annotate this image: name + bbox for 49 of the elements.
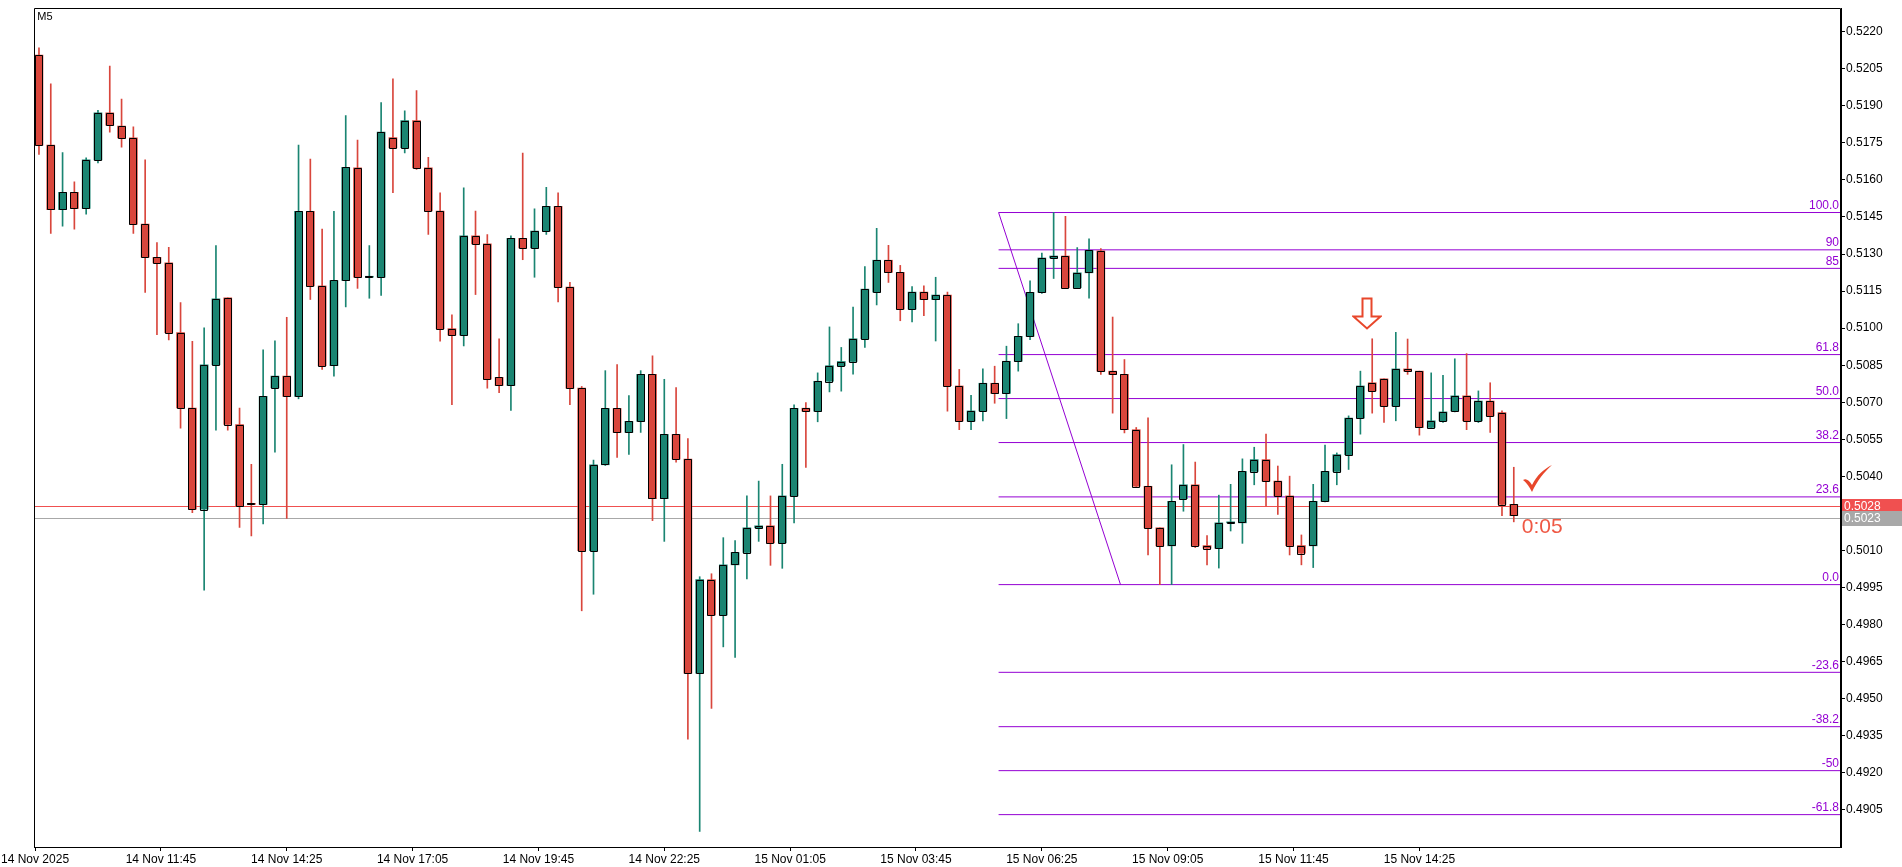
series-label: -38.2 bbox=[1811, 711, 1840, 726]
y-tick-label: 0.5175 bbox=[1846, 135, 1884, 150]
y-tick-label: 0.4920 bbox=[1846, 765, 1884, 780]
x-tick-label: 15 Nov 09:05 bbox=[1132, 851, 1204, 866]
series-label: 50.0 bbox=[1815, 383, 1840, 398]
y-tick-label: 0.5115 bbox=[1846, 283, 1883, 298]
ref-line-label: 0.5028 bbox=[1844, 499, 1882, 514]
y-tick-label: 0.5130 bbox=[1846, 246, 1884, 261]
x-tick-label: 15 Nov 14:25 bbox=[1383, 851, 1456, 866]
series-label: -23.6 bbox=[1811, 657, 1840, 672]
y-tick-label: 0.5040 bbox=[1846, 468, 1884, 483]
y-tick-label: 0.4995 bbox=[1846, 579, 1884, 594]
x-tick-label: 14 Nov 17:05 bbox=[376, 851, 449, 866]
x-tick-label: 15 Nov 11:45 bbox=[1258, 851, 1330, 866]
x-tick-label: 14 Nov 14:25 bbox=[251, 851, 323, 866]
y-tick-label: 0.5145 bbox=[1846, 209, 1884, 224]
y-tick-label: 0.5070 bbox=[1846, 394, 1884, 409]
y-tick-label: 0.4905 bbox=[1846, 802, 1884, 817]
series-label: 85 bbox=[1825, 253, 1840, 268]
series-label: 23.6 bbox=[1815, 482, 1840, 497]
y-tick-label: 0.5190 bbox=[1846, 98, 1884, 113]
x-tick-label: 14 Nov 19:45 bbox=[502, 851, 575, 866]
series-label: 61.8 bbox=[1815, 339, 1840, 354]
y-tick-label: 0.5100 bbox=[1846, 320, 1884, 335]
series-label: 100.0 bbox=[1808, 197, 1840, 212]
annotation: 0:05 bbox=[1521, 514, 1563, 538]
series-label: 90 bbox=[1825, 235, 1840, 250]
series-label: -61.8 bbox=[1811, 799, 1840, 814]
y-tick-label: 0.5055 bbox=[1846, 431, 1884, 446]
y-tick-label: 0.4980 bbox=[1846, 616, 1884, 631]
y-tick-label: 0.5010 bbox=[1846, 542, 1884, 557]
y-tick-label: 0.4965 bbox=[1846, 654, 1884, 669]
x-tick-label: 14 Nov 22:25 bbox=[628, 851, 701, 866]
x-tick-label: 15 Nov 03:45 bbox=[880, 851, 953, 866]
x-tick-label: 15 Nov 06:25 bbox=[1006, 851, 1078, 866]
y-tick-label: 0.4950 bbox=[1846, 691, 1884, 706]
y-tick-label: 0.5205 bbox=[1846, 61, 1884, 76]
ref-line-label: 0.5023 bbox=[1844, 511, 1882, 526]
y-tick-label: 0.5085 bbox=[1846, 357, 1884, 372]
x-tick-label: 14 Nov 11:45 bbox=[125, 851, 197, 866]
x-tick-label: 15 Nov 01:05 bbox=[754, 851, 827, 866]
y-tick-label: 0.5220 bbox=[1846, 23, 1884, 38]
series-label: 0.0 bbox=[1822, 569, 1840, 584]
series-label: 38.2 bbox=[1815, 427, 1840, 442]
x-tick-label: 14 Nov 2025 bbox=[1, 851, 70, 866]
chart-title: M5 bbox=[37, 9, 53, 22]
y-tick-label: 0.4935 bbox=[1846, 728, 1884, 743]
y-tick-label: 0.5160 bbox=[1846, 172, 1884, 187]
series-label: -50 bbox=[1821, 755, 1840, 770]
